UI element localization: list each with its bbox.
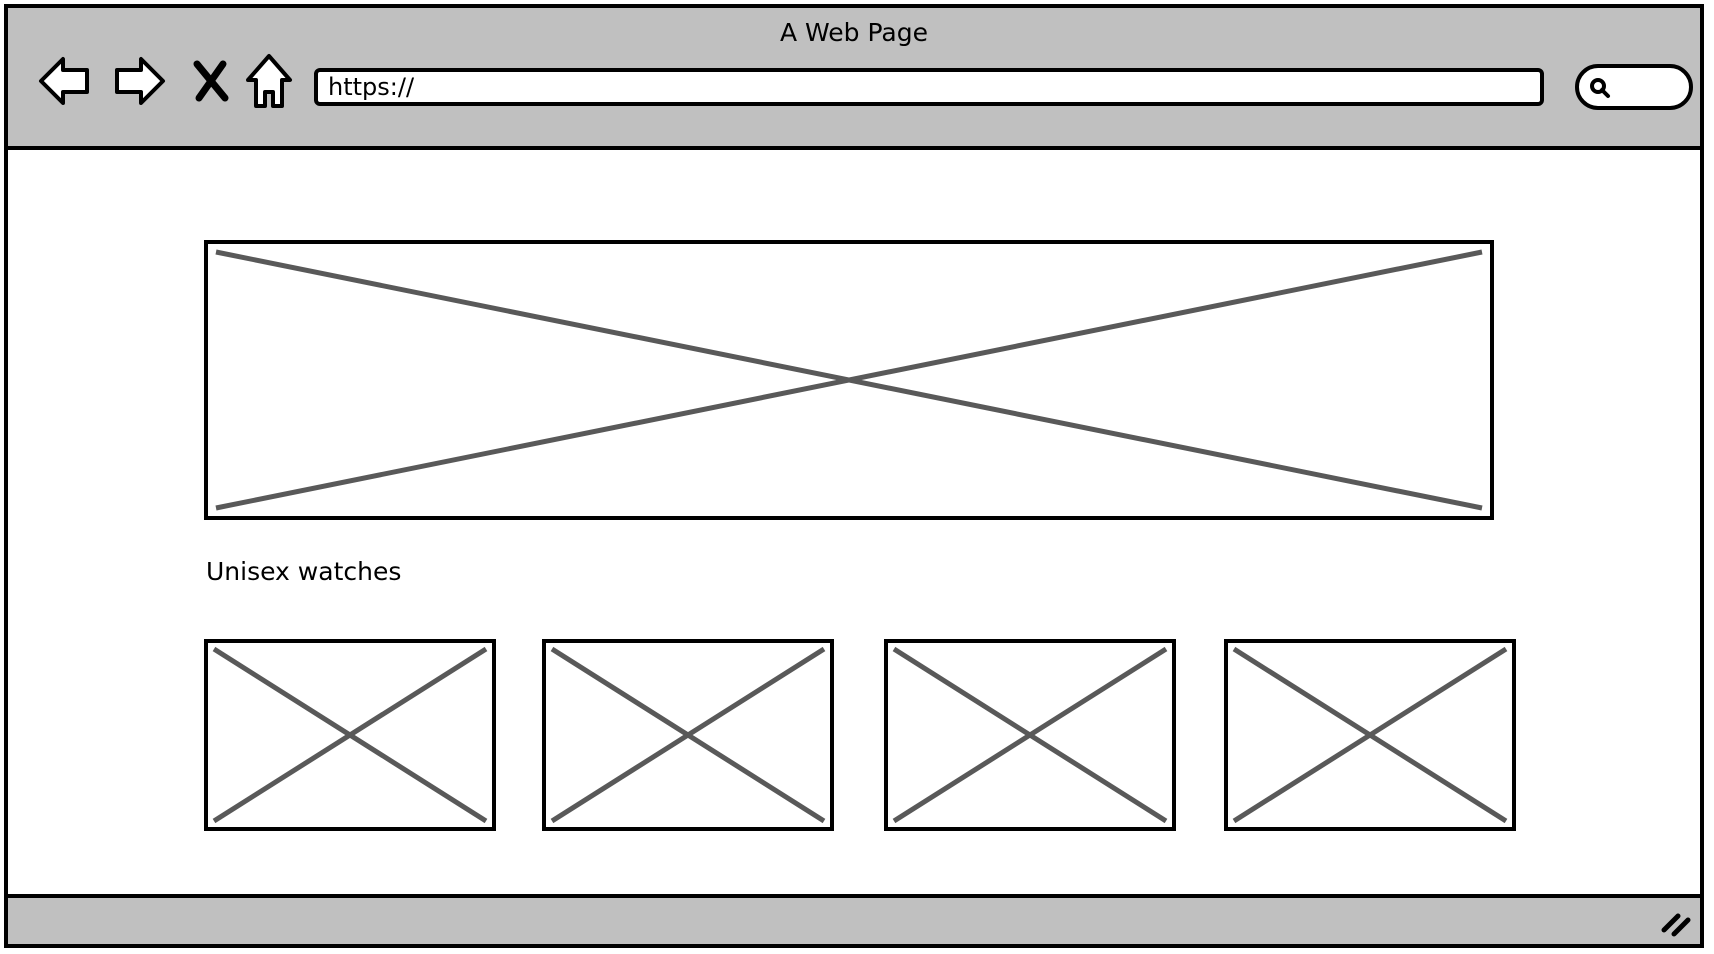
image-placeholder-cross <box>550 646 826 824</box>
product-image-placeholder-2[interactable] <box>542 639 834 831</box>
close-icon <box>193 60 229 102</box>
hero-image-placeholder <box>204 240 1494 520</box>
search-field[interactable] <box>1575 64 1693 110</box>
browser-toolbar: A Web Page <box>8 8 1700 150</box>
status-bar <box>8 894 1700 944</box>
url-input[interactable] <box>314 68 1544 106</box>
image-placeholder-cross <box>212 646 488 824</box>
product-image-placeholder-3[interactable] <box>884 639 1176 831</box>
product-image-placeholder-1[interactable] <box>204 639 496 831</box>
section-heading: Unisex watches <box>206 557 402 586</box>
image-placeholder-cross <box>892 646 1168 824</box>
stop-button[interactable] <box>180 50 242 112</box>
home-button[interactable] <box>238 50 300 112</box>
back-button[interactable] <box>34 50 96 112</box>
home-icon <box>246 54 292 108</box>
search-icon <box>1590 78 1610 98</box>
forward-button[interactable] <box>108 50 170 112</box>
product-image-placeholder-4[interactable] <box>1224 639 1516 831</box>
browser-window: A Web Page <box>4 4 1704 948</box>
resize-grip-icon[interactable] <box>1660 908 1694 938</box>
arrow-right-icon <box>115 57 165 105</box>
arrow-left-icon <box>39 57 89 105</box>
image-placeholder-cross <box>1232 646 1508 824</box>
image-placeholder-cross <box>215 249 1483 511</box>
window-title: A Web Page <box>779 18 929 47</box>
